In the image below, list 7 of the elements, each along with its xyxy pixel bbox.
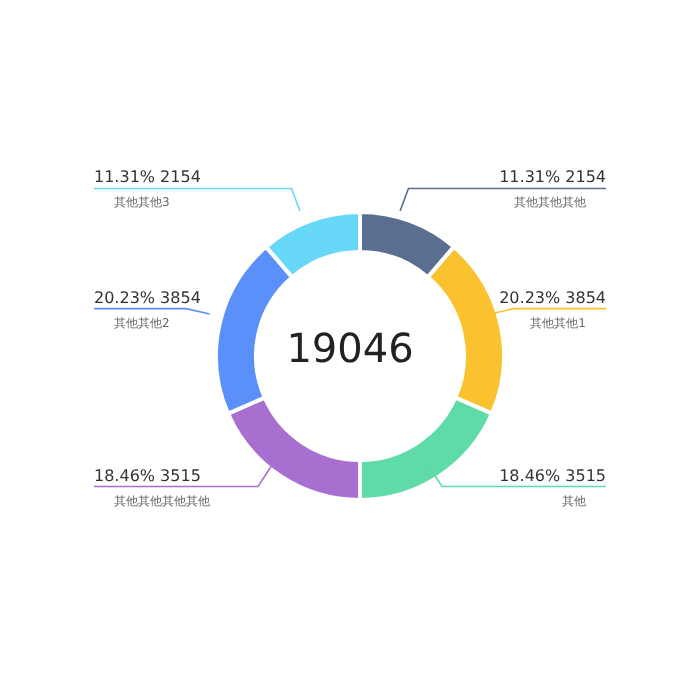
data-label: 11.31% 2154 bbox=[94, 168, 201, 187]
data-label: 18.46% 3515 bbox=[499, 466, 606, 485]
data-label: 11.31% 2154 bbox=[499, 168, 606, 187]
data-label: 18.46% 3515 bbox=[94, 466, 201, 485]
data-label: 20.23% 3854 bbox=[499, 288, 606, 307]
data-label: 20.23% 3854 bbox=[94, 288, 201, 307]
text: 19046 bbox=[286, 324, 414, 372]
